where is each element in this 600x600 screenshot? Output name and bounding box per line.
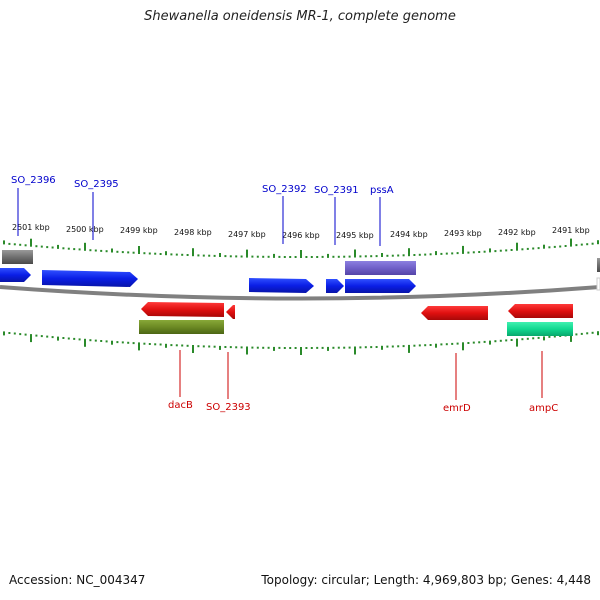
kbp-label: 2495 kbp <box>336 231 374 240</box>
genome-title: Shewanella oneidensis MR-1, complete gen… <box>144 9 456 24</box>
kbp-labels: 2501 kbp 2500 kbp 2499 kbp 2498 kbp 2497… <box>12 223 590 240</box>
gene-label-pssa: pssA <box>370 185 394 196</box>
reverse-genes <box>139 302 573 336</box>
gene-label-emrd: emrD <box>443 403 471 414</box>
kbp-label: 2494 kbp <box>390 230 428 239</box>
gene-edge-feature <box>597 258 600 272</box>
upper-ruler-ticks <box>3 238 599 258</box>
gene-dacb-feature <box>139 320 224 334</box>
kbp-label: 2492 kbp <box>498 228 536 237</box>
bottom-gene-labels: dacB SO_2393 emrD ampC <box>168 400 558 414</box>
gene-label-dacb: dacB <box>168 400 193 411</box>
gene-so2396-feature <box>2 250 33 264</box>
gene-arrow-forward <box>249 278 314 293</box>
kbp-label: 2500 kbp <box>66 225 104 234</box>
forward-genes <box>0 250 600 293</box>
genome-backbone <box>0 285 600 301</box>
genome-info-text: Topology: circular; Length: 4,969,803 bp… <box>261 573 591 587</box>
gene-arrow-reverse <box>226 305 235 319</box>
top-gene-labels: SO_2396 SO_2395 SO_2392 SO_2391 pssA <box>11 175 394 196</box>
gene-arrow-forward <box>42 270 138 287</box>
gene-label-so2395: SO_2395 <box>74 179 119 190</box>
kbp-label: 2498 kbp <box>174 228 212 237</box>
accession-text: Accession: NC_004347 <box>9 573 146 587</box>
gene-arrow-reverse <box>421 306 488 320</box>
kbp-label: 2499 kbp <box>120 226 158 235</box>
gene-arrow-reverse <box>508 304 573 318</box>
kbp-label: 2491 kbp <box>552 226 590 235</box>
kbp-label: 2501 kbp <box>12 223 50 232</box>
top-label-leaders <box>17 188 381 246</box>
gene-label-so2392: SO_2392 <box>262 184 307 195</box>
gene-arrow-forward <box>345 279 416 293</box>
kbp-label: 2496 kbp <box>282 231 320 240</box>
gene-label-so2391: SO_2391 <box>314 185 359 196</box>
gene-arrow-reverse <box>141 302 224 317</box>
lower-ruler-ticks <box>3 331 599 355</box>
gene-arrow-forward <box>0 268 31 282</box>
gene-label-so2393: SO_2393 <box>206 402 251 413</box>
kbp-label: 2493 kbp <box>444 229 482 238</box>
gene-ampc-feature <box>507 322 573 336</box>
gene-label-so2396: SO_2396 <box>11 175 56 186</box>
gene-label-ampc: ampC <box>529 403 558 414</box>
gene-arrow-forward <box>326 279 344 293</box>
kbp-label: 2497 kbp <box>228 230 266 239</box>
gene-edge-feature <box>596 277 600 291</box>
gene-psSA-feature <box>345 261 416 275</box>
bottom-label-leaders <box>179 350 543 400</box>
